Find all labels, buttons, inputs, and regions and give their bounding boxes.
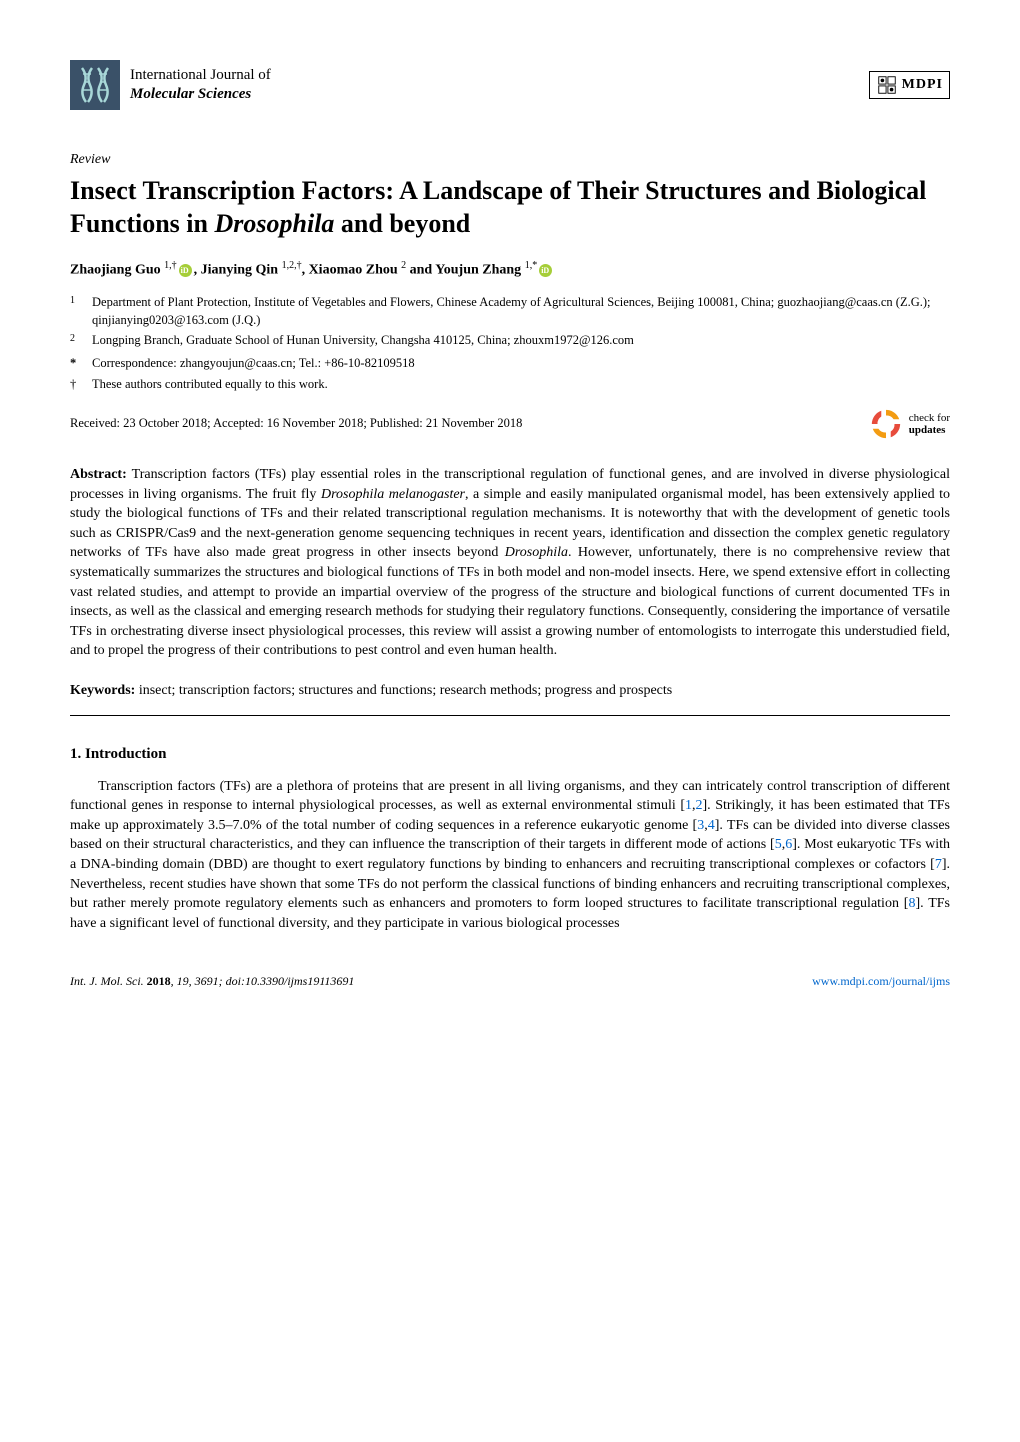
abstract-italic-2: Drosophila xyxy=(505,545,568,560)
page-footer: Int. J. Mol. Sci. 2018, 19, 3691; doi:10… xyxy=(70,973,950,990)
equal-text: These authors contributed equally to thi… xyxy=(92,376,328,394)
affil-marker: 2 xyxy=(70,332,92,352)
journal-url-link[interactable]: www.mdpi.com/journal/ijms xyxy=(812,974,950,988)
section-1-heading: 1. Introduction xyxy=(70,744,950,765)
check-updates-button[interactable]: check for updates xyxy=(869,407,950,441)
dates-text: Received: 23 October 2018; Accepted: 16 … xyxy=(70,415,522,433)
footer-right: www.mdpi.com/journal/ijms xyxy=(812,973,950,990)
section-1-paragraph-1: Transcription factors (TFs) are a pletho… xyxy=(70,777,950,934)
author-4: and Youjun Zhang xyxy=(406,263,525,278)
orcid-icon[interactable] xyxy=(179,264,192,277)
check-updates-icon xyxy=(869,407,903,441)
orcid-icon[interactable] xyxy=(539,264,552,277)
citation-5[interactable]: 5 xyxy=(775,837,782,852)
affil-marker: 1 xyxy=(70,294,92,329)
author-2: , Jianying Qin xyxy=(194,263,282,278)
author-1: Zhaojiang Guo xyxy=(70,263,164,278)
journal-logo-icon xyxy=(70,60,120,110)
author-3: , Xiaomao Zhou xyxy=(302,263,402,278)
article-type: Review xyxy=(70,150,950,170)
dates-row: Received: 23 October 2018; Accepted: 16 … xyxy=(70,407,950,441)
affiliations-block: 1 Department of Plant Protection, Instit… xyxy=(70,294,950,393)
author-2-sup: 1,2,† xyxy=(282,260,302,271)
journal-name: International Journal of Molecular Scien… xyxy=(130,66,271,105)
footer-left: Int. J. Mol. Sci. 2018, 19, 3691; doi:10… xyxy=(70,973,354,990)
journal-block: International Journal of Molecular Scien… xyxy=(70,60,271,110)
mdpi-icon xyxy=(876,74,898,96)
author-1-sup: 1,† xyxy=(164,260,177,271)
authors-line: Zhaojiang Guo 1,† , Jianying Qin 1,2,†, X… xyxy=(70,259,950,280)
footer-journal-abbrev: Int. J. Mol. Sci. xyxy=(70,974,147,988)
journal-name-line2: Molecular Sciences xyxy=(130,85,271,105)
section-divider xyxy=(70,715,950,716)
title-suffix: and beyond xyxy=(334,209,470,238)
affiliation-2: 2 Longping Branch, Graduate School of Hu… xyxy=(92,332,950,352)
footer-year: 2018 xyxy=(147,974,171,988)
mdpi-logo: MDPI xyxy=(869,71,950,99)
title-prefix: Insect Transcription Factors: A Landscap… xyxy=(70,176,926,239)
affil-2-text: Longping Branch, Graduate School of Huna… xyxy=(92,332,634,352)
page-header: International Journal of Molecular Scien… xyxy=(70,60,950,110)
citation-7[interactable]: 7 xyxy=(935,857,942,872)
equal-contrib: † These authors contributed equally to t… xyxy=(92,376,950,394)
affiliation-1: 1 Department of Plant Protection, Instit… xyxy=(92,294,950,329)
author-4-sup: 1,* xyxy=(525,260,538,271)
affil-1-text: Department of Plant Protection, Institut… xyxy=(92,294,950,329)
keywords: Keywords: insect; transcription factors;… xyxy=(70,681,950,701)
abstract: Abstract: Transcription factors (TFs) pl… xyxy=(70,465,950,661)
citation-2[interactable]: 2 xyxy=(696,798,703,813)
abstract-label: Abstract: xyxy=(70,467,127,482)
journal-name-line1: International Journal of xyxy=(130,66,271,86)
keywords-label: Keywords: xyxy=(70,683,135,698)
corr-text: Correspondence: zhangyoujun@caas.cn; Tel… xyxy=(92,355,415,373)
title-italic: Drosophila xyxy=(215,209,335,238)
correspondence: * Correspondence: zhangyoujun@caas.cn; T… xyxy=(92,355,950,373)
citation-4[interactable]: 4 xyxy=(708,818,715,833)
equal-marker: † xyxy=(70,376,92,394)
abstract-italic-1: Drosophila melanogaster xyxy=(321,487,465,502)
corr-marker: * xyxy=(70,355,92,373)
keywords-text: insect; transcription factors; structure… xyxy=(135,683,672,698)
abstract-text-3: . However, unfortunately, there is no co… xyxy=(70,545,950,658)
mdpi-text: MDPI xyxy=(902,75,943,95)
footer-citation: , 19, 3691; doi:10.3390/ijms19113691 xyxy=(171,974,355,988)
article-title: Insect Transcription Factors: A Landscap… xyxy=(70,174,950,242)
citation-1[interactable]: 1 xyxy=(685,798,692,813)
check-updates-label: check for updates xyxy=(909,412,950,436)
